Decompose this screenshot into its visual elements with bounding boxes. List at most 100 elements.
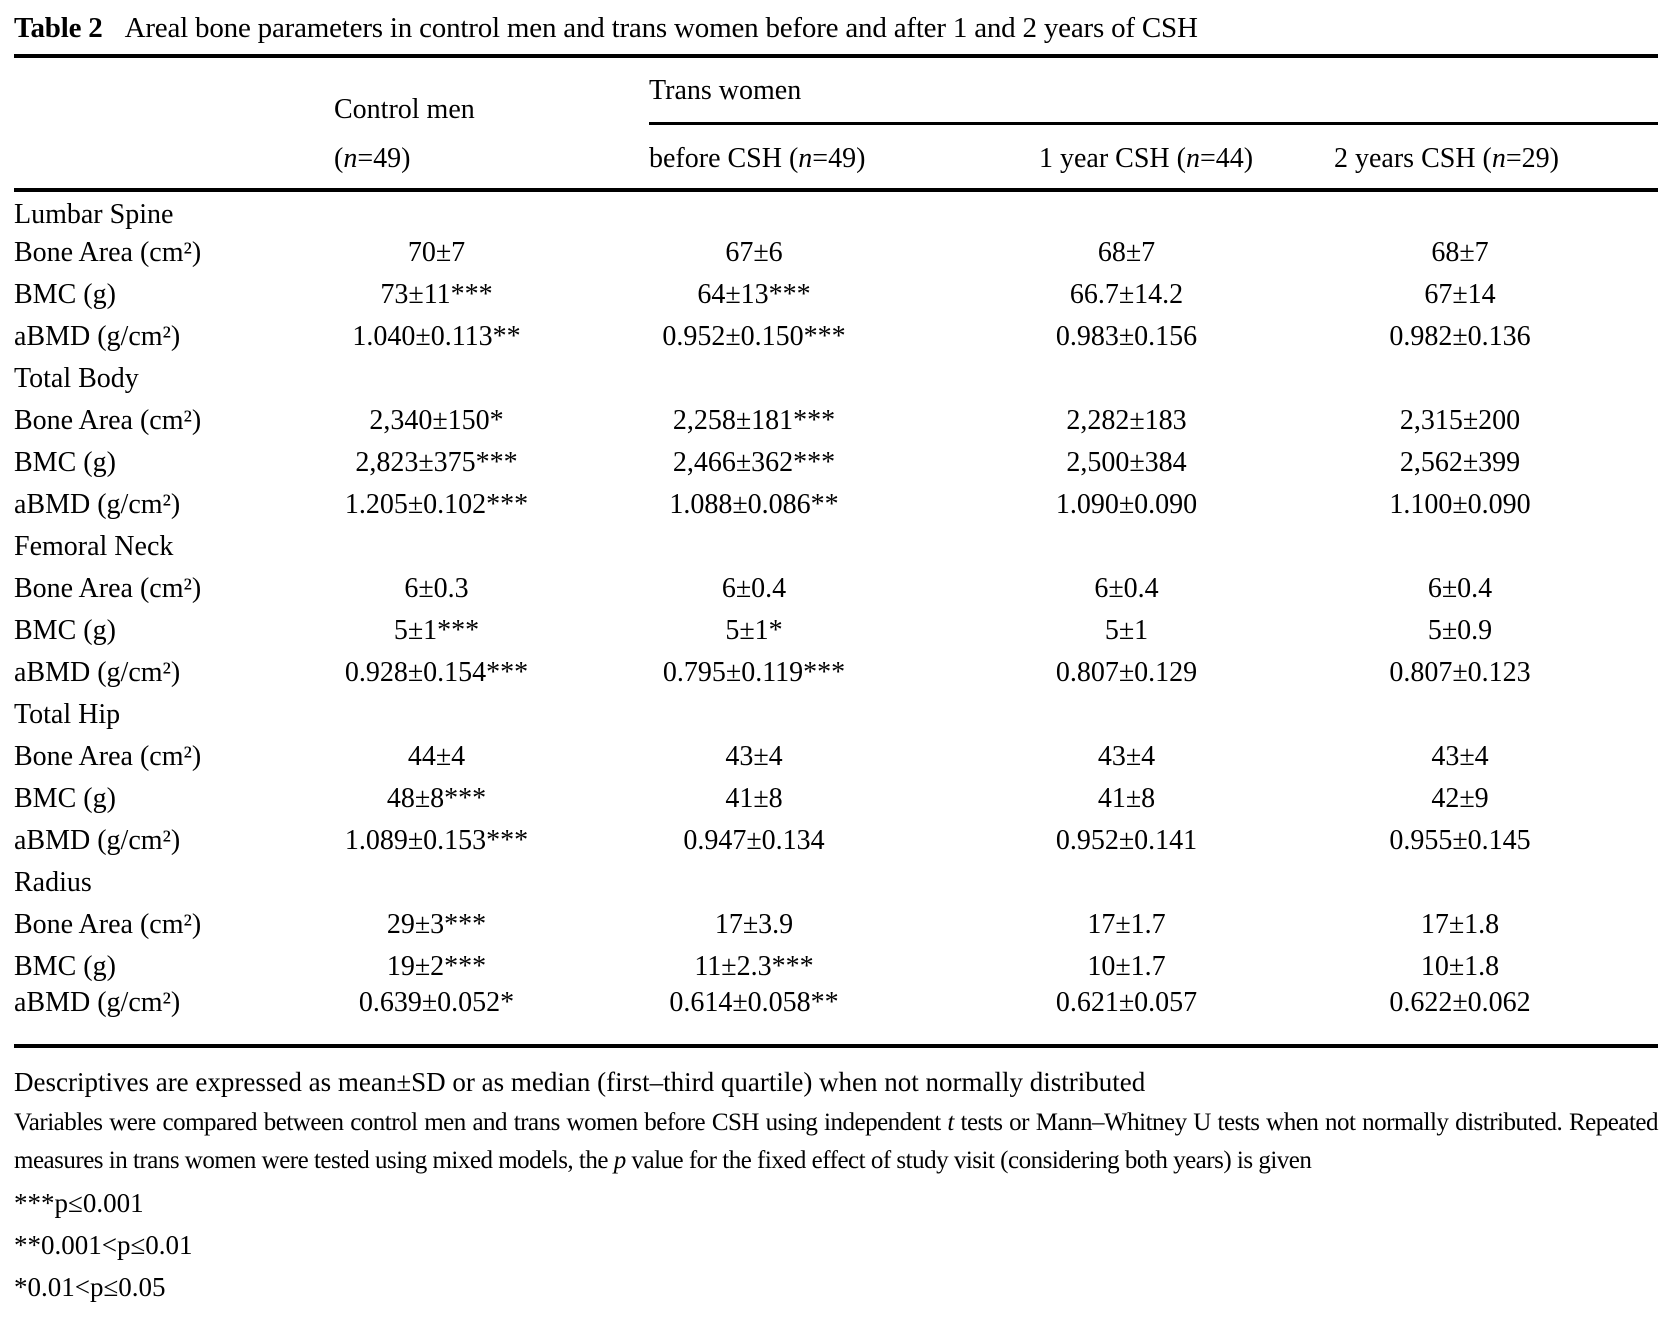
text-part: 1 year CSH ( [1039, 143, 1186, 174]
cell-value: 0.639±0.052* [358, 987, 515, 1018]
trans-women-label: Trans women [649, 75, 802, 106]
italic-n: n [1185, 143, 1200, 174]
cell-value: 5±1* [725, 615, 783, 646]
section-row: Femoral Neck [14, 526, 1658, 568]
header-group-row: Control men Trans women [14, 56, 1658, 125]
cell-value: 2,500±384 [1066, 447, 1187, 478]
section-row: Lumbar Spine [14, 190, 1658, 232]
cell-value: 6±0.4 [721, 573, 787, 604]
row-label: Bone Area (cm²) [14, 405, 202, 436]
col-header-trans-women: Trans women [649, 56, 1658, 125]
cell-value: 2,562±399 [1399, 447, 1521, 478]
cell-value: 0.983±0.156 [1055, 321, 1198, 352]
cell-value: 67±14 [1424, 279, 1496, 310]
header-sub-row: (n=49) before CSH (n=49) 1 year CSH (n=4… [14, 125, 1658, 192]
section-label: Total Body [14, 363, 139, 394]
cell-value: 11±2.3*** [694, 951, 814, 982]
table-footnotes: Descriptives are expressed as mean±SD or… [14, 1048, 1659, 1306]
cell-value: 1.090±0.090 [1055, 489, 1198, 520]
cell-value: 5±1 [1104, 615, 1149, 646]
text-part: =49) [812, 143, 866, 174]
cell-value: 5±0.9 [1427, 615, 1493, 646]
italic-n: n [798, 143, 813, 174]
cell-value: 48±8*** [386, 783, 487, 814]
cell-value: 0.952±0.150*** [662, 321, 846, 352]
cell-value: 43±4 [1431, 741, 1489, 772]
text-part: ( [334, 143, 344, 174]
footnote-sig-2star: **0.001<p≤0.01 [14, 1230, 193, 1260]
subheader-control-n: (n=49) [334, 125, 649, 192]
row-label: aBMD (g/cm²) [14, 321, 181, 352]
cell-value: 43±4 [1097, 741, 1156, 772]
section-label: Total Hip [14, 699, 121, 730]
cell-value: 10±1.8 [1420, 951, 1500, 982]
italic-t: t [947, 1109, 954, 1136]
italic-n: n [343, 143, 358, 174]
table-row: aBMD (g/cm²) 0.928±0.154*** 0.795±0.119*… [14, 652, 1658, 694]
row-label: aBMD (g/cm²) [14, 825, 181, 856]
trans-women-group-rule: Trans women [649, 76, 1658, 125]
cell-value: 5±1*** [393, 615, 480, 646]
cell-value: 43±4 [725, 741, 783, 772]
cell-value: 17±1.8 [1420, 909, 1500, 940]
row-label: Bone Area (cm²) [14, 909, 202, 940]
row-label: BMC (g) [14, 615, 116, 646]
row-label: BMC (g) [14, 951, 116, 982]
text-part: 2 years CSH ( [1334, 143, 1492, 174]
table-caption-text: Areal bone parameters in control men and… [124, 12, 1198, 44]
footnote-descriptives: Descriptives are expressed as mean±SD or… [14, 1067, 1146, 1097]
footnote-text: tests or Mann–Whitney U tests when not n… [14, 1109, 1659, 1174]
cell-value: 0.955±0.145 [1389, 825, 1531, 856]
row-label: BMC (g) [14, 447, 116, 478]
cell-value: 0.947±0.134 [683, 825, 825, 856]
table-row: aBMD (g/cm²) 1.040±0.113** 0.952±0.150**… [14, 316, 1658, 358]
table-row: Bone Area (cm²) 44±4 43±4 43±4 43±4 [14, 736, 1658, 778]
cell-value: 2,823±375*** [355, 447, 518, 478]
cell-value: 6±0.3 [404, 573, 469, 604]
row-label: aBMD (g/cm²) [14, 489, 181, 520]
text-part: =44) [1199, 143, 1254, 174]
cell-value: 2,466±362*** [672, 447, 836, 478]
section-label: Radius [14, 867, 92, 898]
table-row: Bone Area (cm²) 2,340±150* 2,258±181*** … [14, 400, 1658, 442]
cell-value: 0.807±0.123 [1389, 657, 1531, 688]
footnote-sig-3star: ***p≤0.001 [14, 1188, 144, 1218]
italic-p: p [613, 1147, 627, 1174]
cell-value: 68±7 [1097, 237, 1156, 268]
cell-value: 17±1.7 [1087, 909, 1166, 940]
row-label: Bone Area (cm²) [14, 237, 202, 268]
subheader-before-csh: before CSH (n=49) [649, 125, 1039, 192]
cell-value: 0.795±0.119*** [662, 657, 846, 688]
cell-value: 1.100±0.090 [1389, 489, 1531, 520]
table-row: BMC (g) 48±8*** 41±8 41±8 42±9 [14, 778, 1658, 820]
table-row: aBMD (g/cm²) 0.639±0.052* 0.614±0.058** … [14, 988, 1658, 1046]
footnote-text: value for the fixed effect of study visi… [625, 1147, 1312, 1174]
section-label: Femoral Neck [14, 531, 174, 562]
italic-n: n [1491, 143, 1506, 174]
footnote-text: Variables were compared between control … [14, 1109, 948, 1136]
table-row: Bone Area (cm²) 70±7 67±6 68±7 68±7 [14, 232, 1658, 274]
cell-value: 0.928±0.154*** [344, 657, 529, 688]
cell-value: 41±8 [725, 783, 783, 814]
table-row: BMC (g) 19±2*** 11±2.3*** 10±1.7 10±1.8 [14, 946, 1658, 988]
table-row: Bone Area (cm²) 6±0.3 6±0.4 6±0.4 6±0.4 [14, 568, 1658, 610]
cell-value: 41±8 [1097, 783, 1156, 814]
table-row: BMC (g) 2,823±375*** 2,466±362*** 2,500±… [14, 442, 1658, 484]
cell-value: 29±3*** [386, 909, 487, 940]
row-label: aBMD (g/cm²) [14, 657, 181, 688]
section-row: Radius [14, 862, 1658, 904]
row-label: Bone Area (cm²) [14, 573, 202, 604]
cell-value: 0.952±0.141 [1055, 825, 1198, 856]
cell-value: 68±7 [1431, 237, 1489, 268]
cell-value: 1.040±0.113** [352, 321, 521, 352]
footnote-methods: Variables were compared between control … [14, 1104, 1659, 1180]
cell-value: 44±4 [407, 741, 466, 772]
cell-value: 19±2*** [386, 951, 487, 982]
cell-value: 17±3.9 [714, 909, 794, 940]
cell-value: 2,282±183 [1066, 405, 1187, 436]
row-label: aBMD (g/cm²) [14, 987, 181, 1018]
subheader-2-years-csh: 2 years CSH (n=29) [1334, 125, 1658, 192]
cell-value: 42±9 [1431, 783, 1489, 814]
cell-value: 6±0.4 [1427, 573, 1493, 604]
cell-value: 10±1.7 [1087, 951, 1166, 982]
